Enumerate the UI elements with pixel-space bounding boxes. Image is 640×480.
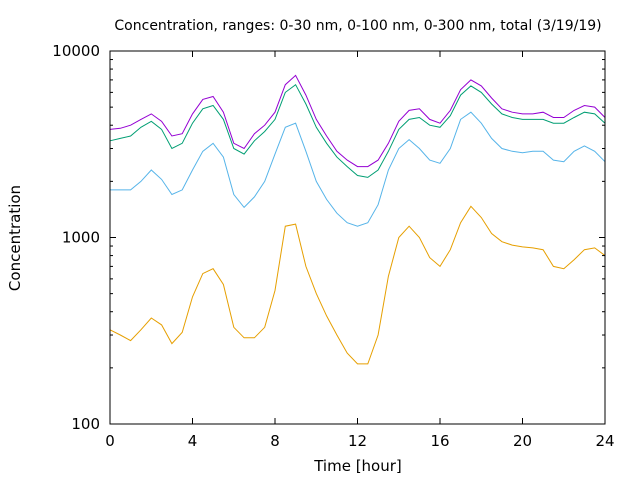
x-tick-label: 12 — [348, 432, 367, 450]
series-line-3 — [109, 83, 606, 178]
series-line-2 — [110, 111, 606, 227]
y-tick-label: 1000 — [62, 229, 100, 247]
x-tick-label: 8 — [270, 432, 280, 450]
chart-title: Concentration, ranges: 0-30 nm, 0-100 nm… — [114, 18, 601, 34]
y-tick-label: 10000 — [52, 42, 100, 60]
x-tick-label: 24 — [595, 432, 614, 450]
x-tick-label: 20 — [513, 432, 532, 450]
plot-frame — [109, 50, 606, 425]
series-line-4 — [109, 74, 606, 168]
tick-layer: 0 4 8 12 16 20 24 100 1000 10000 — [52, 42, 614, 450]
x-axis-label: Time [hour] — [313, 457, 402, 475]
y-tick-label: 100 — [71, 415, 100, 433]
series-layer — [109, 74, 606, 365]
x-tick-label: 0 — [105, 432, 115, 450]
x-tick-label: 4 — [188, 432, 198, 450]
x-tick-label: 16 — [430, 432, 449, 450]
series-line-1 — [109, 205, 606, 365]
y-axis-label: Concentration — [6, 185, 24, 291]
